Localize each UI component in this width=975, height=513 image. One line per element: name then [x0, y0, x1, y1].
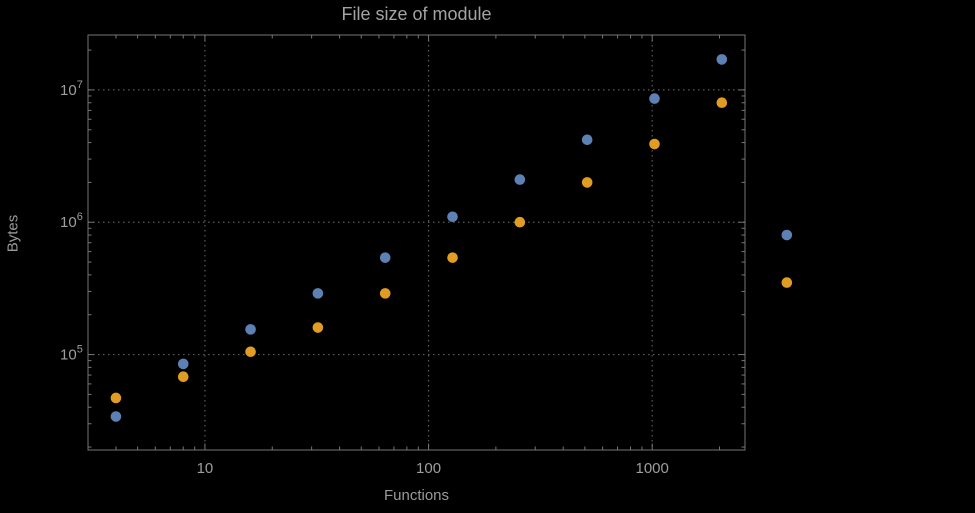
data-point-orange: [177, 371, 189, 383]
data-point-orange: [110, 392, 122, 404]
data-point-orange: [312, 322, 324, 333]
y-axis-label: Bytes: [4, 214, 22, 253]
data-point-blue: [177, 358, 189, 370]
data-point-blue: [447, 211, 458, 223]
data-point-blue: [581, 134, 593, 146]
y-tick-label: 106: [60, 211, 83, 231]
plot-frame: [87, 34, 746, 451]
data-point-blue: [649, 93, 660, 104]
data-point-blue: [716, 54, 728, 65]
data-point-orange: [781, 277, 793, 288]
y-tick-label: 105: [60, 344, 83, 364]
x-tick-label: 100: [416, 460, 441, 477]
data-point-orange: [581, 177, 593, 188]
data-point-orange: [379, 288, 391, 299]
data-point-blue: [110, 411, 122, 422]
data-point-orange: [716, 97, 728, 109]
data-point-orange: [514, 216, 526, 228]
data-point-blue: [379, 252, 391, 263]
data-point-blue: [245, 324, 256, 335]
data-point-orange: [649, 138, 660, 150]
data-point-orange: [447, 252, 458, 263]
data-point-blue: [312, 288, 324, 299]
x-tick-label: 1000: [636, 460, 669, 477]
chart-title: File size of module: [341, 4, 492, 24]
x-axis-label: Functions: [383, 487, 450, 504]
data-point-blue: [781, 229, 793, 241]
y-tick-label: 107: [60, 79, 83, 99]
data-point-blue: [514, 174, 526, 185]
x-tick-label: 10: [197, 460, 214, 477]
data-point-orange: [245, 346, 256, 358]
